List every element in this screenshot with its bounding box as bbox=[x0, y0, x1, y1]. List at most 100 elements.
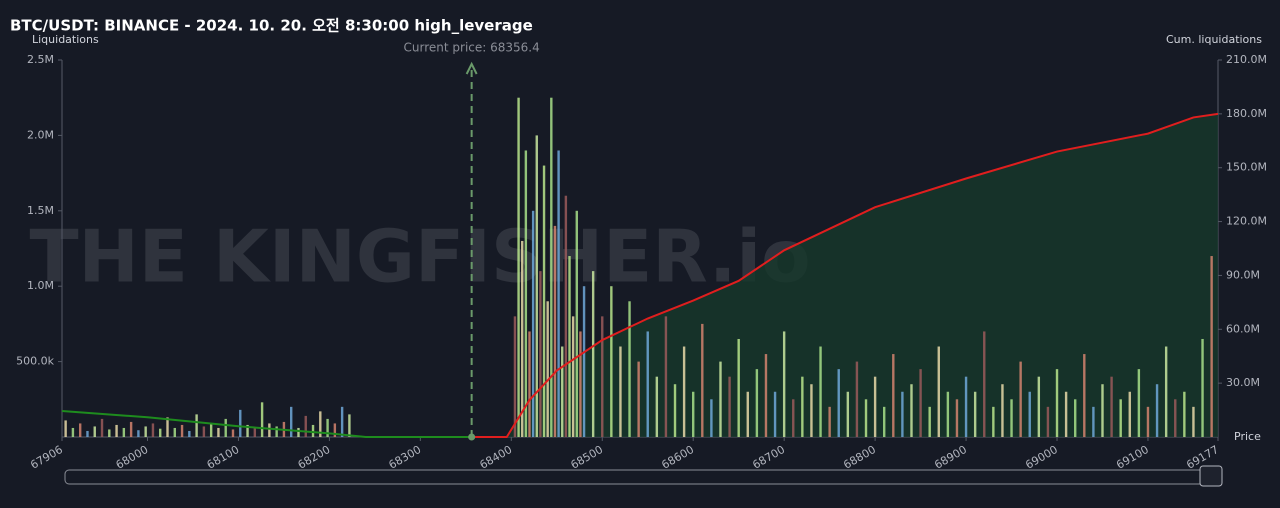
bar bbox=[571, 316, 575, 437]
bar bbox=[682, 346, 686, 437]
bar bbox=[166, 417, 169, 437]
bar bbox=[792, 399, 795, 437]
bar bbox=[937, 346, 940, 437]
chart-title: BTC/USDT: BINANCE - 2024. 10. 20. 오전 8:3… bbox=[10, 17, 533, 35]
bar bbox=[521, 240, 524, 437]
y-tick-label: 1.0M bbox=[27, 279, 54, 292]
bar bbox=[846, 391, 850, 437]
bar bbox=[1101, 384, 1104, 437]
bar bbox=[144, 426, 147, 437]
bar bbox=[728, 376, 731, 437]
bar bbox=[1001, 384, 1004, 437]
current-price-dot bbox=[468, 433, 476, 441]
bar bbox=[837, 369, 840, 437]
bar bbox=[746, 391, 749, 437]
bar bbox=[546, 301, 549, 437]
bar bbox=[1164, 346, 1168, 437]
y2-tick-label: 150.0M bbox=[1226, 161, 1267, 174]
bar bbox=[810, 384, 813, 437]
bar bbox=[782, 331, 786, 437]
bar bbox=[946, 391, 950, 437]
watermark: THE KINGFISHER.io bbox=[29, 215, 810, 299]
bar bbox=[1010, 399, 1013, 437]
bar bbox=[928, 406, 931, 437]
bar bbox=[919, 369, 922, 437]
bar bbox=[535, 135, 538, 437]
bar bbox=[773, 391, 777, 437]
bar bbox=[1028, 391, 1031, 437]
bar bbox=[289, 406, 293, 437]
bar bbox=[86, 430, 89, 437]
bar bbox=[568, 256, 571, 437]
bar bbox=[873, 376, 877, 437]
bar bbox=[764, 354, 768, 437]
bar bbox=[575, 210, 578, 437]
bar bbox=[188, 430, 191, 437]
bar bbox=[1137, 369, 1141, 437]
bar bbox=[1128, 391, 1131, 437]
bar bbox=[304, 415, 307, 437]
y-tick-label: 2.5M bbox=[27, 53, 54, 66]
bar bbox=[719, 361, 722, 437]
bar bbox=[333, 423, 337, 437]
bar bbox=[531, 210, 535, 437]
bar bbox=[964, 376, 968, 437]
bar bbox=[100, 418, 104, 437]
bar bbox=[550, 97, 553, 437]
bar bbox=[297, 427, 300, 437]
bar bbox=[513, 316, 517, 437]
bar bbox=[231, 429, 235, 437]
bar bbox=[1046, 406, 1050, 437]
bar bbox=[348, 414, 351, 437]
y-axis-label: Liquidations bbox=[32, 33, 99, 46]
bar bbox=[610, 286, 613, 437]
bar bbox=[260, 402, 264, 437]
bar bbox=[1037, 376, 1041, 437]
bar bbox=[646, 331, 649, 437]
bar bbox=[1174, 399, 1177, 437]
bar bbox=[855, 361, 859, 437]
bar bbox=[71, 427, 75, 437]
bar bbox=[253, 427, 257, 437]
bar bbox=[1110, 376, 1113, 437]
bar bbox=[864, 399, 868, 437]
bar bbox=[1201, 338, 1204, 437]
bar bbox=[115, 424, 118, 437]
bar bbox=[591, 271, 595, 437]
bar bbox=[601, 316, 604, 437]
bar bbox=[983, 331, 986, 437]
bar bbox=[561, 346, 564, 437]
bar bbox=[173, 427, 176, 437]
bar bbox=[1183, 391, 1186, 437]
scroll-handle[interactable] bbox=[1199, 465, 1223, 487]
cum-line bbox=[61, 409, 472, 438]
bar bbox=[973, 391, 977, 437]
y-tick-label: 2.0M bbox=[27, 128, 54, 141]
bar bbox=[195, 414, 198, 437]
bar bbox=[655, 376, 659, 437]
bar bbox=[673, 384, 677, 437]
y2-tick-label: 60.0M bbox=[1226, 322, 1260, 335]
bar bbox=[755, 369, 759, 437]
bar bbox=[564, 195, 568, 437]
current-price-arrow bbox=[465, 61, 478, 75]
y2-tick-label: 30.0M bbox=[1226, 376, 1260, 389]
bar bbox=[319, 411, 322, 437]
bar bbox=[828, 406, 831, 437]
bar bbox=[524, 150, 528, 438]
bar bbox=[268, 423, 271, 437]
bar bbox=[180, 424, 184, 437]
bar bbox=[582, 286, 586, 437]
bar bbox=[1119, 399, 1122, 437]
bar bbox=[1155, 384, 1159, 437]
bar bbox=[819, 346, 822, 437]
bar bbox=[202, 426, 206, 437]
bar bbox=[557, 150, 560, 438]
bar bbox=[701, 323, 704, 437]
bar bbox=[955, 399, 959, 437]
bar bbox=[78, 423, 82, 437]
bar bbox=[64, 420, 67, 437]
y-tick-label: 1.5M bbox=[27, 204, 54, 217]
